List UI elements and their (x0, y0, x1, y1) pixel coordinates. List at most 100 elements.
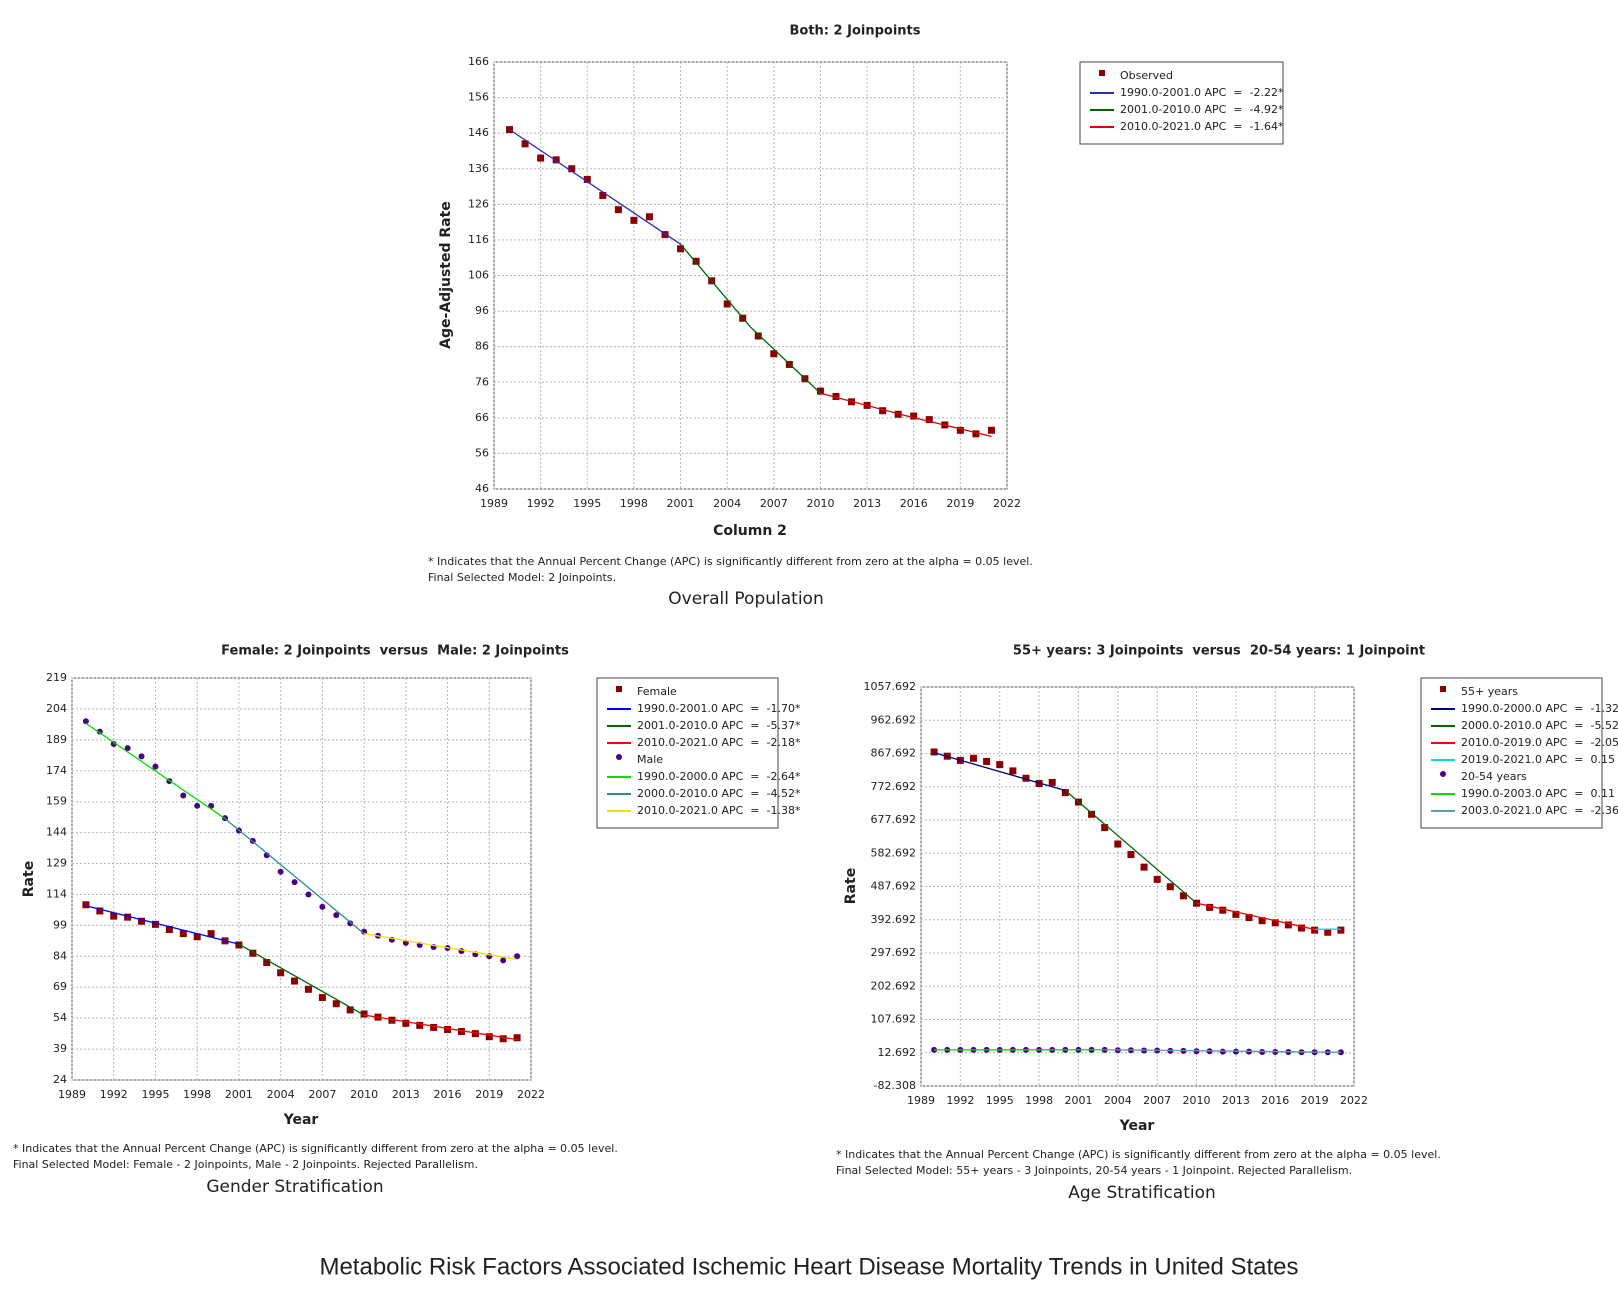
x-axis-label: Column 2 (713, 523, 787, 539)
fit-line (85, 905, 240, 945)
marker (1101, 824, 1109, 832)
marker (1048, 778, 1056, 786)
legend-label: 2000.0-2010.0 APC = -5.52* (1461, 719, 1618, 732)
marker (692, 257, 700, 265)
y-tick-label: 487.692 (871, 880, 917, 893)
y-axis-label: Age-Adjusted Rate (438, 201, 454, 349)
marker (332, 1000, 340, 1008)
marker (1166, 883, 1174, 891)
marker (347, 920, 354, 927)
marker (879, 407, 887, 415)
legend-label: 55+ years (1461, 685, 1518, 698)
x-tick-label: 2007 (308, 1088, 336, 1101)
marker (416, 1021, 424, 1029)
fit-line (509, 129, 681, 245)
y-tick-label: -82.308 (874, 1079, 916, 1092)
marker (430, 1023, 438, 1031)
x-tick-label: 1995 (986, 1094, 1014, 1107)
y-tick-label: 84 (53, 949, 67, 962)
marker (969, 754, 977, 762)
marker (1232, 910, 1240, 918)
marker (568, 165, 576, 173)
x-tick-label: 2001 (1064, 1094, 1092, 1107)
marker (402, 1019, 410, 1027)
marker (1088, 810, 1096, 818)
figure-title: Metabolic Risk Factors Associated Ischem… (319, 1253, 1298, 1280)
marker (1219, 906, 1227, 914)
legend-label: 2010.0-2021.0 APC = -1.64* (1120, 120, 1284, 133)
legend-box (1420, 677, 1603, 829)
marker (124, 745, 131, 752)
plot-area (71, 677, 532, 1081)
legend-label: Male (637, 753, 663, 766)
marker (972, 430, 980, 438)
y-tick-label: 136 (468, 162, 489, 175)
fit-line (933, 752, 1066, 792)
legend-label: 1990.0-2000.0 APC = -2.64* (637, 770, 801, 783)
fit-line (85, 722, 226, 820)
x-tick-label: 2013 (392, 1088, 420, 1101)
marker (987, 426, 995, 434)
x-tick-label: 1998 (620, 497, 648, 510)
y-tick-label: 202.692 (871, 979, 917, 992)
y-tick-label: 114 (46, 887, 67, 900)
fit-line (363, 932, 518, 961)
marker (537, 154, 545, 162)
marker (956, 426, 964, 434)
y-tick-label: 1057.692 (864, 680, 917, 693)
x-tick-label: 2016 (434, 1088, 462, 1101)
x-tick-label: 1998 (183, 1088, 211, 1101)
marker (983, 757, 991, 765)
y-tick-label: 107.692 (871, 1013, 917, 1026)
fit-line (1196, 902, 1315, 931)
y-tick-label: 174 (46, 764, 67, 777)
legend-label: 2019.0-2021.0 APC = 0.15 (1461, 753, 1615, 766)
y-tick-label: 56 (475, 446, 489, 459)
marker (996, 761, 1004, 769)
marker (1258, 917, 1266, 925)
y-tick-label: 297.692 (871, 946, 917, 959)
y-tick-label: 146 (468, 126, 489, 139)
y-tick-label: 159 (46, 795, 67, 808)
marker (1114, 840, 1122, 848)
y-tick-label: 392.692 (871, 913, 917, 926)
marker (291, 879, 298, 886)
legend-label: 1990.0-2003.0 APC = 0.11 (1461, 787, 1615, 800)
footnote: * Indicates that the Annual Percent Chan… (836, 1148, 1441, 1161)
marker (235, 941, 243, 949)
y-tick-label: 12.692 (878, 1046, 917, 1059)
y-tick-label: 156 (468, 91, 489, 104)
marker (1337, 926, 1345, 934)
legend-label: Female (637, 685, 677, 698)
x-tick-label: 1995 (141, 1088, 169, 1101)
marker (138, 753, 145, 760)
marker (444, 1025, 452, 1033)
marker (1061, 789, 1069, 797)
footnote: * Indicates that the Annual Percent Chan… (13, 1142, 618, 1155)
marker (485, 1033, 493, 1041)
y-tick-label: 54 (53, 1011, 67, 1024)
x-tick-label: 2004 (267, 1088, 295, 1101)
marker (770, 350, 778, 358)
marker (263, 958, 271, 966)
x-tick-label: 2001 (225, 1088, 253, 1101)
marker (599, 191, 607, 199)
marker (388, 1016, 396, 1024)
marker (1298, 924, 1306, 932)
marker (1179, 892, 1187, 900)
marker (1022, 774, 1030, 782)
marker (110, 912, 118, 920)
legend-label: 2010.0-2019.0 APC = -2.05* (1461, 736, 1618, 749)
x-tick-label: 2019 (946, 497, 974, 510)
legend-marker (1099, 70, 1105, 76)
marker (513, 1034, 521, 1042)
x-axis-label: Year (283, 1112, 319, 1128)
x-tick-label: 2022 (517, 1088, 545, 1101)
marker (521, 140, 529, 148)
marker (277, 868, 284, 875)
marker (82, 718, 89, 725)
y-axis-label: Rate (843, 868, 859, 904)
caption: Gender Stratification (206, 1177, 383, 1197)
legend-box (1079, 61, 1284, 145)
y-tick-label: 129 (46, 857, 67, 870)
